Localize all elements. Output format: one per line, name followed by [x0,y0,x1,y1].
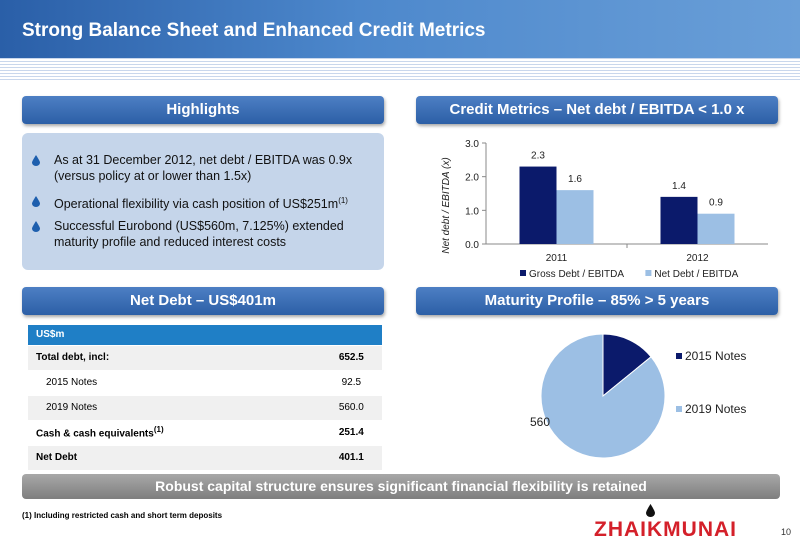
bar [556,190,594,244]
credit-metrics-chart: 0.0 1.0 2.0 3.0 Net debt / EBITDA (x) 2011 2.3… [441,139,768,280]
credit-metrics-header: Credit Metrics – Net debt / EBITDA < 1.0… [416,96,778,124]
footnote-ref: (1) [338,196,348,205]
bar [697,213,735,244]
row-label: Cash & cash equivalents(1) [28,420,313,446]
y-tick-label: 2.0 [465,173,479,184]
oil-drop-icon [646,504,655,517]
logo-text: ZHAIKMUNAI [594,518,737,541]
y-tick-label: 3.0 [465,139,479,150]
droplet-icon [32,221,40,232]
pie-value-label: 560 [530,415,550,429]
x-tick-label: 2012 [686,253,709,264]
bar-value-label: 1.4 [672,181,686,192]
page-title: Strong Balance Sheet and Enhanced Credit… [22,20,486,41]
highlight-text: (versus policy at or lower than 1.5x) [54,169,252,183]
highlight-text: Successful Eurobond (US$560m, 7.125%) ex… [54,219,344,233]
row-label-text: Cash & cash equivalents [36,428,154,440]
company-logo: ZHAIKMUNAI [594,504,737,542]
highlight-text: maturity profile and reduced interest co… [54,235,287,249]
bottom-banner: Robust capital structure ensures signifi… [22,474,780,499]
footnote-ref: (1) [153,425,164,435]
net-debt-table: US$m Total debt, incl: 652.5 2015 Notes … [28,325,382,471]
row-value: 92.5 [312,370,382,396]
footnote: (1) Including restricted cash and short … [22,511,223,520]
y-axis-title: Net debt / EBITDA (x) [441,157,452,253]
row-value: 560.0 [312,395,382,421]
bar-value-label: 0.9 [709,198,723,209]
row-value: 401.1 [312,444,382,471]
table-row: Total debt, incl: 652.5 [28,345,382,371]
droplet-icon [32,155,40,166]
row-label: 2019 Notes [28,395,313,421]
net-debt-header: Net Debt – US$401m [22,287,384,315]
highlights-box: As at 31 December 2012, net debt / EBITD… [22,133,384,270]
highlight-text: Operational flexibility via cash positio… [54,197,339,212]
table-row: Cash & cash equivalents(1) 251.4 [28,420,382,446]
row-value: 251.4 [312,420,382,446]
bar [519,166,557,244]
row-label: 2015 Notes [28,370,313,396]
title-stripes [0,58,800,82]
legend-label: 2015 Notes [685,349,746,363]
table-row: Net Debt 401.1 [28,444,382,471]
pie-slice [540,333,666,459]
y-tick-label: 1.0 [465,206,479,217]
legend-label: Gross Debt / EBITDA [529,269,624,280]
row-value: 652.5 [312,345,382,371]
bar-value-label: 2.3 [531,151,545,162]
highlight-text: As at 31 December 2012, net debt / EBITD… [54,153,353,167]
page-number: 10 [781,527,792,537]
title-bar: Strong Balance Sheet and Enhanced Credit… [0,0,800,58]
legend-swatch [520,270,526,276]
highlights-header: Highlights [22,96,384,124]
bar [660,196,698,244]
table-row: 2015 Notes 92.5 [28,370,382,396]
pie-slice [602,333,652,398]
legend-label: Net Debt / EBITDA [654,269,738,280]
row-label: Net Debt [28,444,313,471]
y-tick-label: 0.0 [465,240,479,251]
table-header-row: US$m [28,325,382,346]
unit-label: US$m [28,325,382,346]
droplet-icon [32,196,40,207]
legend-swatch [676,353,682,359]
maturity-header: Maturity Profile – 85% > 5 years [416,287,778,315]
legend-swatch [645,270,652,276]
row-label: Total debt, incl: [28,345,313,371]
x-tick-label: 2011 [546,253,568,264]
table-row: 2019 Notes 560.0 [28,395,382,421]
legend-label: 2019 Notes [685,402,746,416]
legend-swatch [676,406,682,412]
bar-value-label: 1.6 [568,174,582,185]
